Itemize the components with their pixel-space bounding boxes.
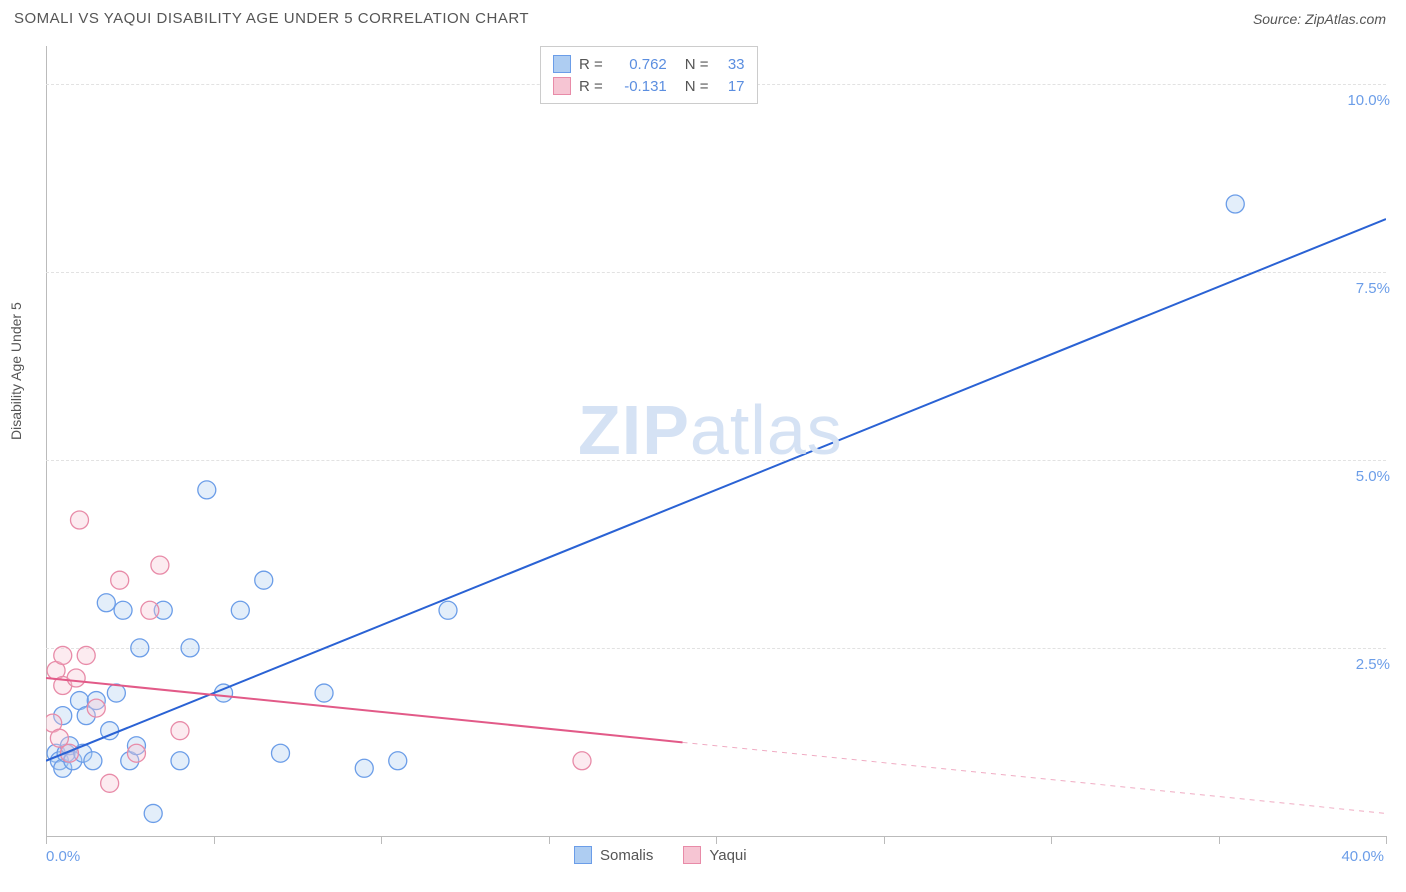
stat-row: R = -0.131 N = 17 <box>553 75 745 97</box>
correlation-stat-box: R = 0.762 N = 33 R = -0.131 N = 17 <box>540 46 758 104</box>
scatter-point <box>127 744 145 762</box>
y-axis-label: 2.5% <box>1330 656 1390 673</box>
stat-n-value: 33 <box>717 56 745 73</box>
y-axis-label: 7.5% <box>1330 280 1390 297</box>
chart-header: SOMALI VS YAQUI DISABILITY AGE UNDER 5 C… <box>0 0 1406 33</box>
stat-r-value: 0.762 <box>611 56 667 73</box>
scatter-point <box>111 571 129 589</box>
scatter-point <box>355 759 373 777</box>
scatter-point <box>439 601 457 619</box>
stat-r-label: R = <box>579 78 603 95</box>
y-axis-title: Disability Age Under 5 <box>8 302 24 440</box>
scatter-point <box>87 699 105 717</box>
regression-line-dashed <box>683 742 1387 813</box>
scatter-point <box>255 571 273 589</box>
stat-row: R = 0.762 N = 33 <box>553 53 745 75</box>
regression-line <box>46 678 683 742</box>
scatter-point <box>84 752 102 770</box>
x-tick <box>1219 836 1220 844</box>
stat-r-value: -0.131 <box>611 78 667 95</box>
chart-source: Source: ZipAtlas.com <box>1253 11 1386 27</box>
scatter-point <box>131 639 149 657</box>
regression-line <box>46 219 1386 761</box>
scatter-point <box>144 804 162 822</box>
scatter-point <box>114 601 132 619</box>
scatter-point <box>389 752 407 770</box>
x-tick <box>214 836 215 844</box>
scatter-point <box>141 601 159 619</box>
legend-swatch <box>574 846 592 864</box>
scatter-point <box>97 594 115 612</box>
scatter-point <box>181 639 199 657</box>
scatter-point <box>231 601 249 619</box>
x-tick <box>1051 836 1052 844</box>
y-axis-label: 10.0% <box>1330 92 1390 109</box>
series-swatch <box>553 55 571 73</box>
scatter-point <box>67 669 85 687</box>
scatter-point <box>151 556 169 574</box>
legend-label: Yaqui <box>709 847 746 864</box>
scatter-point <box>77 646 95 664</box>
chart-title: SOMALI VS YAQUI DISABILITY AGE UNDER 5 C… <box>14 10 529 27</box>
scatter-point <box>71 511 89 529</box>
x-tick <box>716 836 717 844</box>
scatter-point <box>198 481 216 499</box>
y-axis-label: 5.0% <box>1330 468 1390 485</box>
stat-n-label: N = <box>685 56 709 73</box>
x-tick <box>884 836 885 844</box>
x-tick <box>46 836 47 844</box>
stat-n-label: N = <box>685 78 709 95</box>
x-tick <box>381 836 382 844</box>
series-swatch <box>553 77 571 95</box>
scatter-point <box>171 722 189 740</box>
stat-n-value: 17 <box>717 78 745 95</box>
x-tick <box>549 836 550 844</box>
scatter-point <box>272 744 290 762</box>
legend-label: Somalis <box>600 847 653 864</box>
x-axis-label-min: 0.0% <box>46 848 80 865</box>
stat-r-label: R = <box>579 56 603 73</box>
scatter-point <box>171 752 189 770</box>
scatter-point <box>1226 195 1244 213</box>
x-tick <box>1386 836 1387 844</box>
plot-area: ZIPatlas 2.5%5.0%7.5%10.0% <box>46 46 1386 836</box>
legend-item: Somalis <box>574 846 653 864</box>
scatter-point <box>54 646 72 664</box>
x-axis-label-max: 40.0% <box>1341 848 1384 865</box>
legend-item: Yaqui <box>683 846 746 864</box>
chart-svg <box>46 46 1386 836</box>
scatter-point <box>101 774 119 792</box>
chart-legend: Somalis Yaqui <box>574 846 747 864</box>
legend-swatch <box>683 846 701 864</box>
scatter-point <box>315 684 333 702</box>
scatter-point <box>573 752 591 770</box>
